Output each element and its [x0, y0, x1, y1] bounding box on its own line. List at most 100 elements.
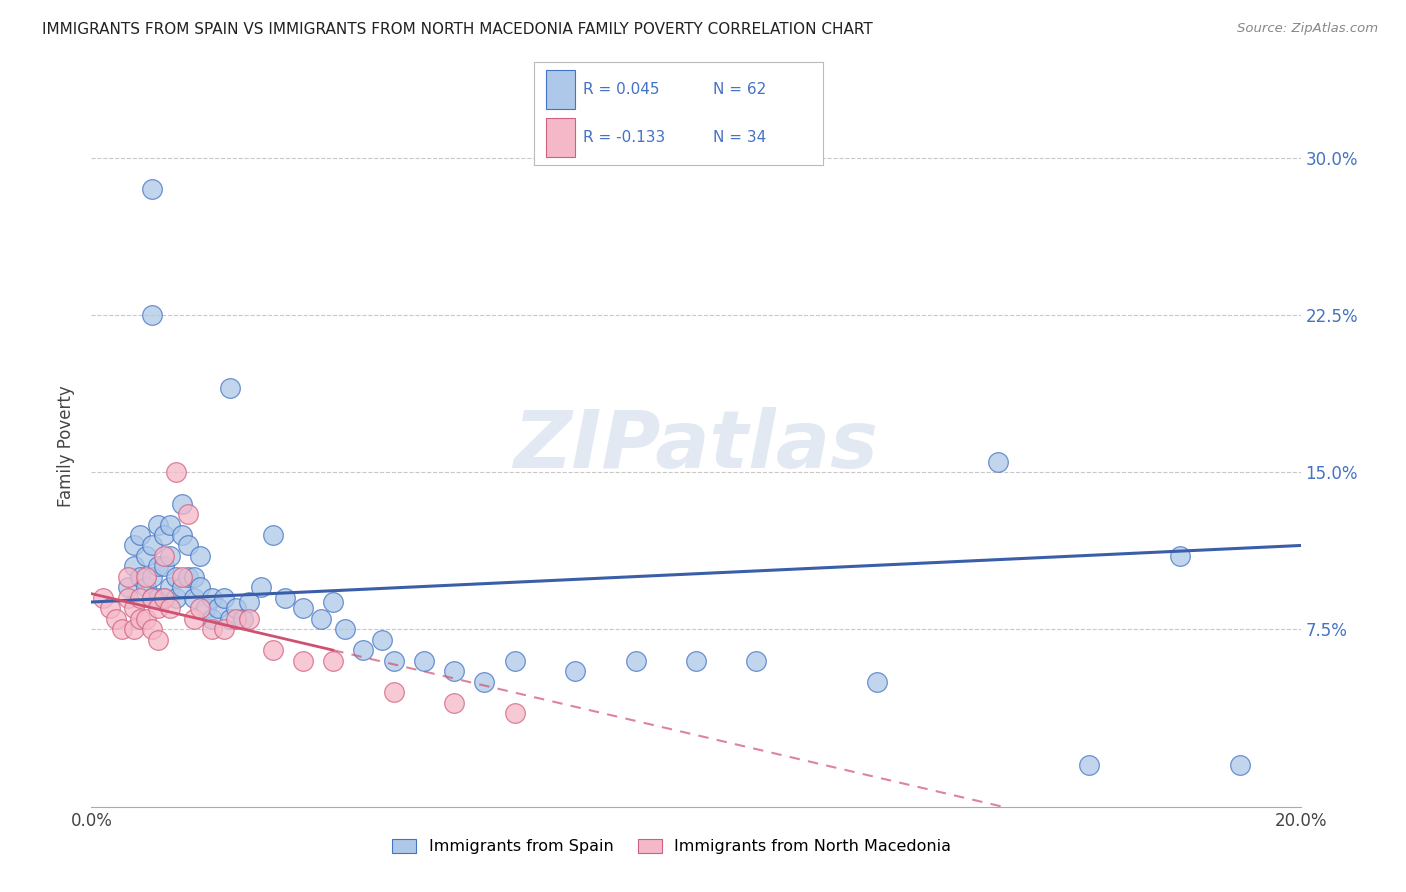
Point	[146, 559, 169, 574]
Point	[443, 664, 465, 678]
Point	[117, 570, 139, 584]
Point	[188, 601, 211, 615]
Point	[219, 612, 242, 626]
Text: ZIPatlas: ZIPatlas	[513, 407, 879, 485]
Point	[443, 696, 465, 710]
Point	[135, 549, 157, 563]
Point	[564, 664, 586, 678]
Text: N = 34: N = 34	[713, 130, 766, 145]
Point	[231, 612, 253, 626]
Point	[183, 570, 205, 584]
Point	[165, 591, 187, 605]
Point	[117, 591, 139, 605]
Point	[274, 591, 297, 605]
Point	[238, 612, 260, 626]
Point	[117, 580, 139, 594]
Point	[128, 570, 150, 584]
Point	[165, 465, 187, 479]
Point	[128, 612, 150, 626]
Point	[207, 601, 229, 615]
Point	[141, 308, 163, 322]
Point	[1229, 758, 1251, 772]
Point	[249, 580, 271, 594]
Point	[503, 706, 526, 720]
Text: IMMIGRANTS FROM SPAIN VS IMMIGRANTS FROM NORTH MACEDONIA FAMILY POVERTY CORRELAT: IMMIGRANTS FROM SPAIN VS IMMIGRANTS FROM…	[42, 22, 873, 37]
Y-axis label: Family Poverty: Family Poverty	[58, 385, 76, 507]
Legend: Immigrants from Spain, Immigrants from North Macedonia: Immigrants from Spain, Immigrants from N…	[385, 832, 957, 861]
Point	[225, 601, 247, 615]
Point	[122, 622, 145, 636]
Point	[159, 549, 181, 563]
FancyBboxPatch shape	[546, 70, 575, 109]
Point	[292, 654, 315, 668]
Point	[146, 632, 169, 647]
Point	[128, 591, 150, 605]
Point	[159, 517, 181, 532]
Point	[413, 654, 436, 668]
Point	[214, 622, 236, 636]
Point	[153, 591, 176, 605]
Point	[309, 612, 332, 626]
Point	[335, 622, 357, 636]
Point	[128, 528, 150, 542]
Point	[183, 612, 205, 626]
Point	[201, 622, 224, 636]
Point	[141, 591, 163, 605]
Point	[135, 612, 157, 626]
Point	[472, 674, 495, 689]
Point	[225, 612, 247, 626]
Point	[122, 539, 145, 553]
Point	[382, 685, 405, 699]
FancyBboxPatch shape	[546, 118, 575, 157]
Point	[352, 643, 374, 657]
Point	[159, 580, 181, 594]
Point	[122, 559, 145, 574]
Point	[214, 591, 236, 605]
Point	[153, 591, 176, 605]
Text: R = -0.133: R = -0.133	[583, 130, 665, 145]
Point	[322, 595, 344, 609]
Point	[195, 601, 218, 615]
Point	[188, 580, 211, 594]
Point	[146, 601, 169, 615]
Point	[141, 570, 163, 584]
Point	[98, 601, 121, 615]
Point	[153, 559, 176, 574]
Point	[159, 601, 181, 615]
Point	[177, 507, 200, 521]
Point	[503, 654, 526, 668]
Point	[172, 570, 194, 584]
Point	[122, 601, 145, 615]
Point	[292, 601, 315, 615]
Point	[135, 570, 157, 584]
Point	[172, 528, 194, 542]
Point	[146, 517, 169, 532]
Point	[382, 654, 405, 668]
Point	[104, 612, 127, 626]
Point	[262, 643, 284, 657]
Text: N = 62: N = 62	[713, 81, 766, 96]
Point	[172, 580, 194, 594]
Point	[183, 591, 205, 605]
Point	[177, 539, 200, 553]
Text: Source: ZipAtlas.com: Source: ZipAtlas.com	[1237, 22, 1378, 36]
Point	[219, 381, 242, 395]
Point	[172, 497, 194, 511]
Point	[624, 654, 647, 668]
Point	[177, 570, 200, 584]
Point	[111, 622, 132, 636]
Point	[201, 591, 224, 605]
Point	[238, 595, 260, 609]
Point	[1077, 758, 1099, 772]
Point	[745, 654, 768, 668]
Point	[987, 455, 1010, 469]
Point	[165, 570, 187, 584]
Point	[141, 622, 163, 636]
Point	[188, 549, 211, 563]
Point	[262, 528, 284, 542]
Point	[141, 182, 163, 196]
Point	[322, 654, 344, 668]
Point	[1168, 549, 1191, 563]
Point	[93, 591, 115, 605]
Point	[135, 580, 157, 594]
